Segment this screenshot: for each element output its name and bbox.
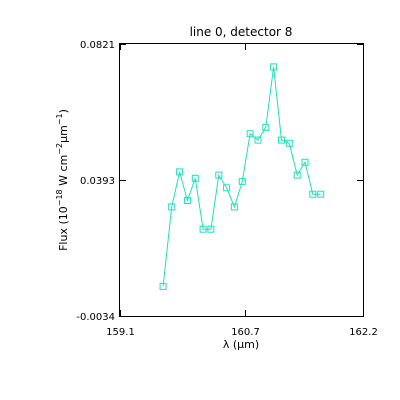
- data-point-marker: [262, 123, 270, 131]
- x-tick-label: 160.7: [231, 327, 260, 338]
- data-point-marker: [246, 130, 254, 138]
- data-point-marker: [309, 190, 317, 198]
- y-tick-label: 0.0821: [80, 40, 115, 51]
- y-tick-label: -0.0034: [76, 312, 115, 323]
- data-point-marker: [168, 203, 176, 211]
- data-point-marker: [215, 171, 223, 179]
- data-point-marker: [159, 282, 167, 290]
- data-point-marker: [285, 139, 293, 147]
- data-point-marker: [176, 168, 184, 176]
- data-series: [159, 63, 325, 290]
- x-tick-label: 159.1: [106, 327, 135, 338]
- data-point-marker: [223, 184, 231, 192]
- y-axis-label: Flux (10−18 W cm−2μm−1): [55, 109, 70, 251]
- data-point-marker: [317, 190, 325, 198]
- data-point-marker: [270, 63, 278, 71]
- data-point-marker: [183, 197, 191, 204]
- data-point-marker: [254, 136, 262, 144]
- data-point-marker: [301, 158, 309, 166]
- series-line: [162, 66, 321, 287]
- x-tick-label: 162.2: [349, 327, 378, 338]
- data-point-marker: [278, 136, 285, 144]
- plot-frame: [119, 43, 364, 317]
- data-point-marker: [207, 225, 215, 233]
- data-point-marker: [191, 174, 199, 182]
- x-axis-label: λ (μm): [223, 338, 259, 351]
- data-point-marker: [293, 171, 301, 179]
- axis-ticks: 159.1 160.7 162.2 -0.0034 0.0393 0.0821: [76, 40, 377, 338]
- chart-title: line 0, detector 8: [190, 25, 293, 39]
- data-point-marker: [238, 177, 246, 185]
- data-point-marker: [199, 225, 207, 233]
- data-point-marker: [230, 203, 238, 211]
- y-tick-label: 0.0393: [80, 176, 115, 187]
